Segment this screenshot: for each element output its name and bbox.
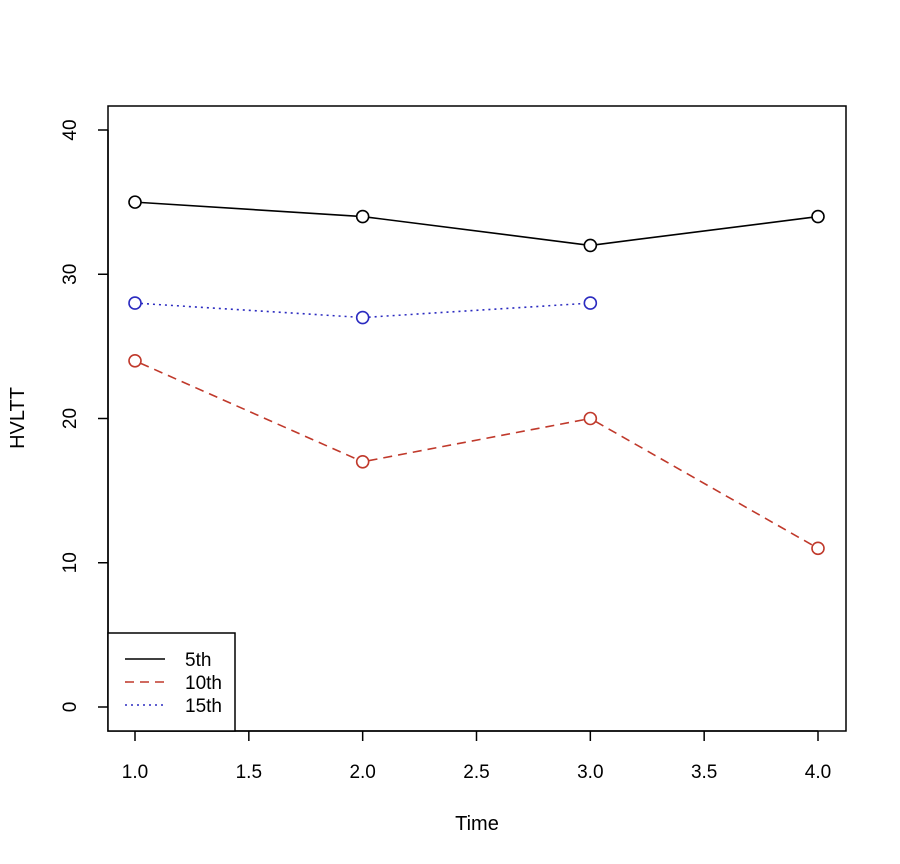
series-layer [128, 195, 825, 556]
x-axis-label: Time [455, 813, 499, 835]
data-point [355, 454, 370, 469]
y-axis: 0 10 20 30 40 [60, 119, 109, 713]
series-15th [128, 296, 598, 325]
series-10th [128, 353, 825, 556]
data-point [128, 353, 142, 368]
data-point [583, 296, 598, 310]
series-segment [140, 201, 357, 217]
data-point [811, 541, 825, 556]
series-segment [595, 420, 814, 547]
data-point [128, 195, 142, 209]
legend-label: 15th [185, 696, 222, 717]
x-tick-label: 4.0 [805, 762, 831, 783]
x-axis: 1.0 1.5 2.0 2.5 3.0 3.5 4.0 [122, 730, 831, 783]
y-tick-label: 20 [60, 408, 81, 429]
y-tick-label: 10 [60, 552, 81, 573]
legend-label: 5th [185, 650, 211, 671]
x-tick-label: 1.0 [122, 762, 148, 783]
series-segment [368, 418, 585, 462]
series-segment [140, 362, 358, 461]
x-tick-label: 3.0 [577, 762, 603, 783]
data-point [355, 310, 370, 325]
series-segment [368, 216, 585, 246]
data-point [128, 296, 142, 310]
series-segment [140, 302, 357, 318]
series-5th [128, 195, 825, 253]
x-tick-label: 3.5 [691, 762, 717, 783]
data-point [583, 238, 598, 253]
y-axis-label: HVLTT [7, 387, 29, 449]
x-tick-label: 1.5 [236, 762, 262, 783]
y-tick-label: 0 [60, 702, 81, 713]
y-tick-label: 30 [60, 264, 81, 285]
data-point [355, 209, 370, 224]
series-segment [368, 302, 585, 318]
x-tick-label: 2.5 [463, 762, 489, 783]
x-tick-label: 2.0 [349, 762, 375, 783]
data-point [811, 209, 825, 224]
y-tick-label: 40 [60, 119, 81, 140]
series-segment [596, 216, 813, 246]
legend-label: 10th [185, 673, 222, 694]
data-point [583, 411, 598, 426]
